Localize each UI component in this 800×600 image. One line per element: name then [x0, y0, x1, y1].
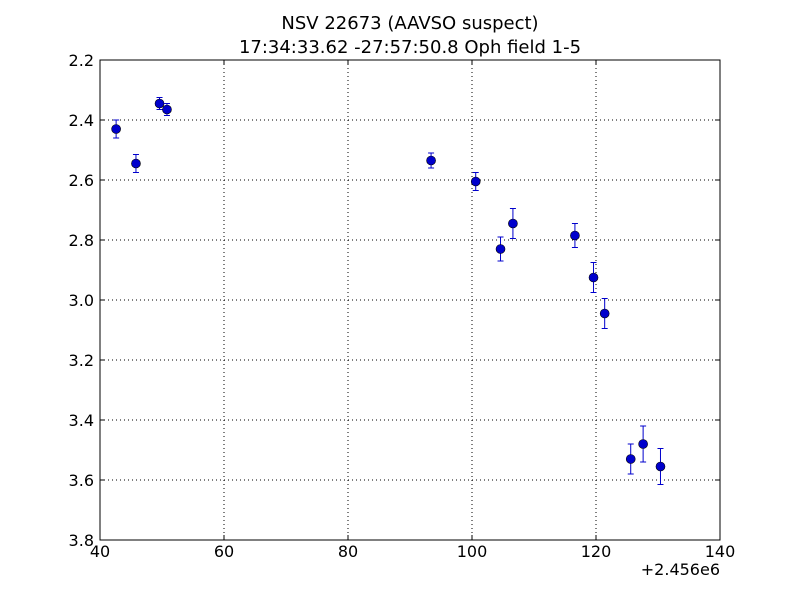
y-tick-label: 3.8	[69, 531, 94, 550]
x-tick-label: 120	[581, 542, 612, 561]
data-point	[131, 154, 141, 173]
x-tick-label: 80	[338, 542, 358, 561]
marker	[638, 439, 648, 449]
marker	[154, 98, 165, 109]
chart-title-line-2: 17:34:33.62 -27:57:50.8 Oph field 1-5	[239, 37, 581, 58]
data-point	[426, 152, 436, 169]
data-point	[655, 448, 666, 485]
y-tick-label: 3.4	[69, 411, 94, 430]
marker	[470, 176, 481, 187]
grid	[100, 60, 720, 540]
y-tick-label: 2.4	[69, 111, 94, 130]
data-point	[588, 262, 599, 293]
data-point	[162, 103, 172, 116]
x-tick-labels: 40 60 80 100 120 140	[90, 542, 735, 561]
y-tick-label: 2.6	[69, 171, 94, 190]
y-tick-label: 2.2	[69, 51, 94, 70]
x-tick-label: 100	[457, 542, 488, 561]
y-tick-label: 2.8	[69, 231, 94, 250]
marker	[508, 218, 518, 229]
marker	[111, 124, 121, 134]
data-point	[570, 223, 580, 248]
marker	[131, 158, 141, 169]
data-point	[625, 443, 636, 475]
chart-title-line-1: NSV 22673 (AAVSO suspect)	[281, 13, 538, 34]
marker	[570, 230, 580, 241]
data-point	[470, 172, 481, 191]
y-tick-label: 3.6	[69, 471, 94, 490]
marker	[495, 244, 506, 254]
marker	[162, 104, 172, 115]
x-tick-label: 140	[705, 542, 736, 561]
plot-frame	[99, 59, 721, 541]
x-tick-label: 60	[214, 542, 234, 561]
y-tick-labels: 2.2 2.4 2.6 2.8 3.0 3.2 3.4 3.6 3.8	[69, 51, 94, 550]
data-series	[111, 97, 666, 485]
marker	[625, 454, 636, 464]
data-point	[638, 425, 648, 463]
marker	[588, 272, 599, 283]
data-point	[599, 298, 610, 329]
x-axis-offset-label: +2.456e6	[641, 560, 720, 579]
y-tick-label: 3.0	[69, 291, 94, 310]
data-point	[154, 97, 165, 110]
y-tick-label: 3.2	[69, 351, 94, 370]
marker	[426, 155, 436, 166]
x-tick-label: 40	[90, 542, 110, 561]
data-point	[495, 236, 506, 262]
marker	[599, 308, 610, 319]
marker	[655, 461, 666, 472]
data-point	[111, 119, 121, 139]
data-point	[508, 208, 518, 239]
